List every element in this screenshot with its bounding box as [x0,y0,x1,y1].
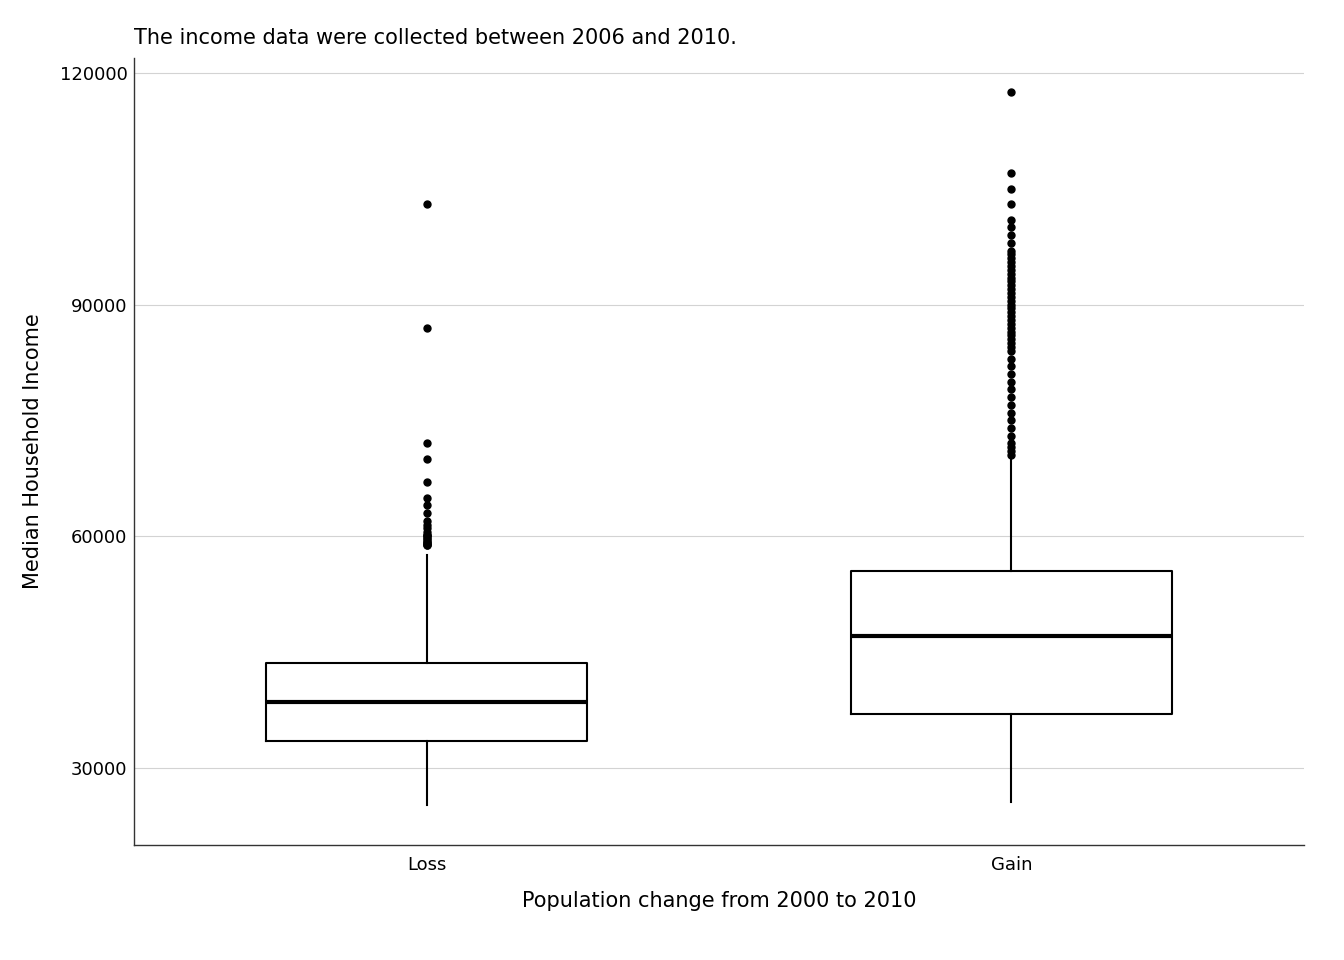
X-axis label: Population change from 2000 to 2010: Population change from 2000 to 2010 [521,891,917,911]
Text: The income data were collected between 2006 and 2010.: The income data were collected between 2… [134,28,738,48]
Y-axis label: Median Household Income: Median Household Income [23,313,43,589]
